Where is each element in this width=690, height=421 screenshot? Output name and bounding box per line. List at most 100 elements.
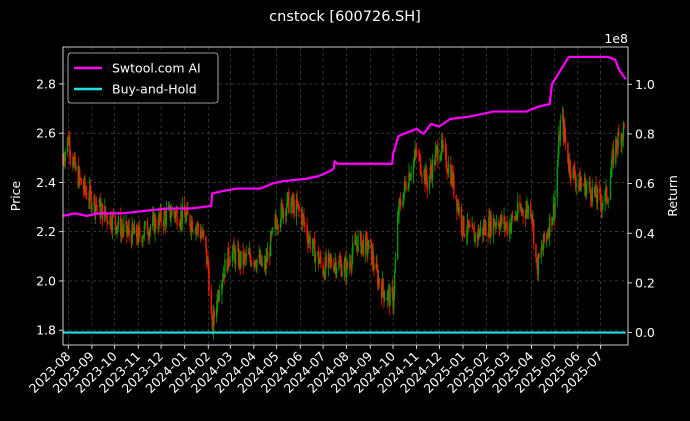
candle-body bbox=[291, 196, 294, 206]
candle-body bbox=[106, 215, 108, 222]
candle-body bbox=[82, 185, 85, 191]
candle-body bbox=[238, 253, 241, 267]
candle-body bbox=[351, 255, 353, 268]
candle-body bbox=[354, 240, 356, 244]
left-tick-label: 2.2 bbox=[36, 224, 56, 239]
candle-body bbox=[596, 198, 598, 203]
candle-body bbox=[616, 146, 619, 148]
candle-body bbox=[373, 264, 375, 270]
candle-body bbox=[573, 166, 575, 169]
candle-body bbox=[307, 237, 309, 244]
candle-body bbox=[606, 186, 608, 201]
candle-body bbox=[590, 189, 592, 200]
candle-body bbox=[574, 168, 576, 179]
candle-body bbox=[327, 254, 330, 268]
candle-body bbox=[228, 262, 231, 263]
candle-body bbox=[492, 218, 495, 235]
candle-body bbox=[323, 273, 326, 279]
candle-body bbox=[69, 155, 72, 158]
candle-body bbox=[552, 217, 554, 225]
candle-body bbox=[397, 214, 400, 219]
candle-body bbox=[324, 256, 327, 279]
candle-body bbox=[413, 157, 416, 161]
candle-body bbox=[189, 215, 191, 227]
candle-body bbox=[510, 215, 513, 225]
legend-box bbox=[67, 52, 219, 104]
candle-body bbox=[158, 214, 160, 229]
candle-body bbox=[489, 214, 492, 236]
candle-body bbox=[442, 144, 444, 148]
candle-body bbox=[615, 138, 617, 164]
candle-body bbox=[499, 221, 501, 230]
right-tick-label: 0.0 bbox=[635, 325, 655, 340]
candle-body bbox=[84, 179, 86, 191]
candle-body bbox=[524, 215, 527, 218]
candle-body bbox=[280, 203, 282, 222]
candle-body bbox=[440, 155, 442, 158]
candle-body bbox=[561, 115, 564, 120]
candle-body bbox=[69, 140, 71, 156]
candle-body bbox=[444, 144, 447, 150]
candle-body bbox=[105, 214, 108, 216]
candle-body bbox=[605, 186, 607, 192]
candle-body bbox=[372, 251, 374, 265]
left-tick-label: 1.8 bbox=[36, 323, 56, 338]
candle-body bbox=[176, 210, 178, 226]
candle-body bbox=[520, 208, 522, 210]
candle-body bbox=[493, 218, 495, 226]
candle-body bbox=[577, 182, 580, 184]
candle-body bbox=[477, 228, 479, 239]
candle-body bbox=[370, 240, 372, 243]
candle-body bbox=[256, 259, 258, 268]
candle-body bbox=[133, 225, 136, 235]
candle-body bbox=[412, 160, 415, 175]
candle-body bbox=[431, 171, 433, 180]
strategy-return-line bbox=[62, 55, 627, 217]
candle-body bbox=[476, 233, 479, 239]
candle-body bbox=[261, 262, 263, 266]
candle-body bbox=[415, 149, 417, 152]
candle-body bbox=[159, 209, 162, 219]
candle-body bbox=[450, 164, 452, 185]
candle-body bbox=[586, 184, 588, 187]
candle-body bbox=[282, 210, 285, 218]
candle-body bbox=[472, 224, 474, 229]
candle-body bbox=[387, 292, 389, 300]
candle-body bbox=[359, 233, 362, 237]
candle-body bbox=[548, 232, 550, 237]
candle-body bbox=[525, 210, 527, 218]
candle-body bbox=[584, 178, 587, 197]
candle-body bbox=[227, 247, 229, 272]
candle-body bbox=[361, 243, 363, 254]
candle-body bbox=[292, 200, 295, 206]
candle-body bbox=[355, 244, 358, 246]
candle-body bbox=[250, 262, 253, 266]
candle-body bbox=[398, 200, 400, 215]
candle-body bbox=[186, 208, 188, 216]
candle-body bbox=[85, 190, 87, 193]
candle-body bbox=[311, 247, 314, 250]
candle-body bbox=[375, 263, 377, 270]
candle-body bbox=[320, 256, 322, 264]
candle-body bbox=[206, 249, 208, 265]
candle-body bbox=[392, 292, 394, 309]
candle-body bbox=[131, 223, 133, 244]
candle-body bbox=[526, 204, 529, 214]
candle-body bbox=[195, 227, 197, 233]
candle-body bbox=[314, 239, 316, 263]
candle-body bbox=[430, 167, 432, 172]
candle-body bbox=[532, 220, 534, 222]
candle-body bbox=[333, 266, 335, 271]
candle-body bbox=[74, 155, 76, 170]
candle-body bbox=[196, 227, 198, 229]
candle-body bbox=[458, 207, 460, 213]
candle-body bbox=[296, 199, 298, 206]
candle-body bbox=[94, 205, 97, 215]
candle-body bbox=[130, 234, 133, 244]
candle-body bbox=[498, 221, 500, 227]
candle-body bbox=[567, 142, 569, 163]
candle-body bbox=[394, 259, 397, 273]
candle-body bbox=[298, 204, 300, 210]
candle-body bbox=[543, 233, 546, 242]
candle-body bbox=[367, 240, 370, 250]
